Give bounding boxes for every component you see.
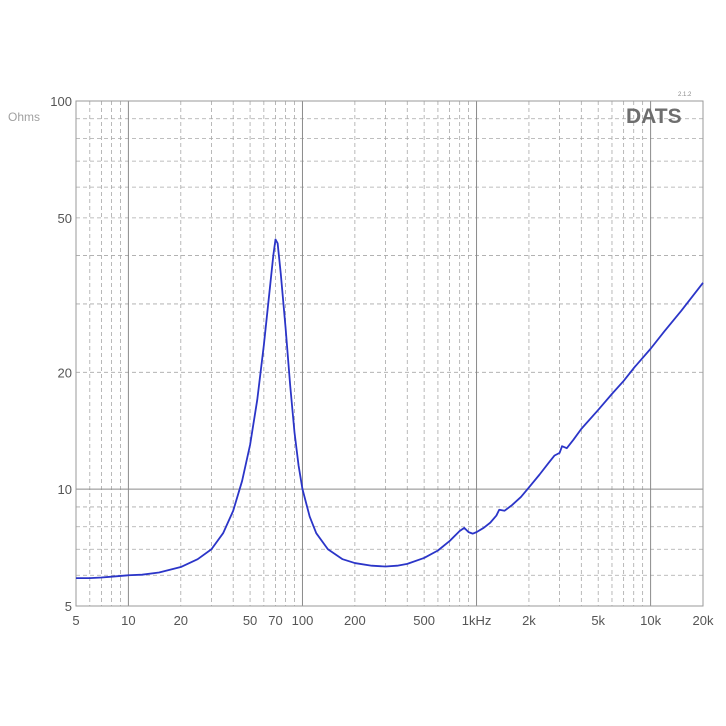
x-tick-label: 10k bbox=[640, 613, 661, 628]
x-tick-label: 70 bbox=[268, 613, 282, 628]
x-tick-label: 5k bbox=[591, 613, 605, 628]
x-tick-label: 5 bbox=[72, 613, 79, 628]
x-tick-label: 50 bbox=[243, 613, 257, 628]
minor-grid bbox=[76, 101, 703, 606]
y-tick-label: 10 bbox=[58, 482, 72, 497]
x-tick-label: 10 bbox=[121, 613, 135, 628]
plot-frame bbox=[75, 100, 704, 607]
impedance-series-line bbox=[76, 238, 704, 579]
x-tick-label: 100 bbox=[292, 613, 314, 628]
y-unit-label: Ohms bbox=[8, 110, 40, 124]
major-grid bbox=[76, 101, 703, 606]
version-label: 2.1.2 bbox=[678, 92, 692, 98]
x-tick-label: 1kHz bbox=[462, 613, 492, 628]
y-tick-label: 5 bbox=[65, 599, 72, 614]
y-tick-label: 20 bbox=[58, 365, 72, 380]
x-tick-label: 500 bbox=[413, 613, 435, 628]
y-tick-label: 100 bbox=[50, 94, 72, 109]
y-tick-label: 50 bbox=[58, 211, 72, 226]
y-axis-tick-labels: 5 10 20 50 100 bbox=[50, 94, 72, 614]
x-tick-label: 20k bbox=[693, 613, 714, 628]
x-tick-label: 200 bbox=[344, 613, 366, 628]
brand-logo: DATS bbox=[626, 105, 682, 128]
series-group bbox=[76, 238, 704, 579]
x-axis-tick-labels: 5 10 20 50 70 100 200 500 1kHz 2k 5k 10k 20k bbox=[72, 613, 714, 628]
x-tick-label: 2k bbox=[522, 613, 536, 628]
x-tick-label: 20 bbox=[174, 613, 188, 628]
